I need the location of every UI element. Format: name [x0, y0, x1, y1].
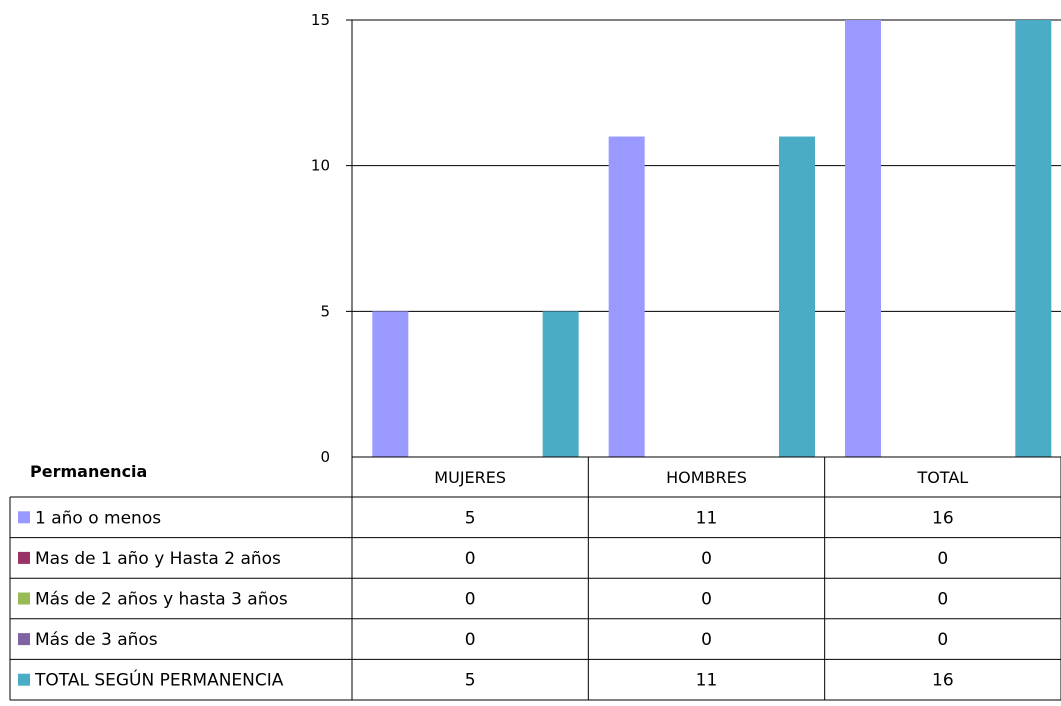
- legend-swatch: [18, 633, 30, 646]
- legend-label: Más de 2 años y hasta 3 años: [35, 590, 288, 610]
- bars: [372, 20, 1052, 458]
- table-cell: 0: [465, 630, 476, 650]
- table-cell: 11: [696, 508, 718, 528]
- legend-label: Más de 3 años: [35, 630, 158, 650]
- legend-swatch: [18, 511, 30, 524]
- table-cell: 0: [465, 590, 476, 610]
- legend-label: Mas de 1 año y Hasta 2 años: [35, 549, 281, 569]
- table-cell: 0: [701, 630, 712, 650]
- legend-label: TOTAL SEGÚN PERMANENCIA: [34, 669, 284, 691]
- table-cell: 0: [937, 590, 948, 610]
- table-cell: 16: [932, 508, 954, 528]
- category-label: MUJERES: [434, 468, 506, 487]
- category-label: TOTAL: [916, 468, 968, 487]
- table-cell: 0: [701, 590, 712, 610]
- grid-lines: [346, 19, 1061, 312]
- bar: [844, 20, 881, 457]
- table-cell: 16: [932, 671, 954, 691]
- bar: [608, 136, 645, 458]
- bar: [542, 311, 579, 457]
- bar: [778, 136, 815, 458]
- table-header: Permanencia: [30, 462, 147, 481]
- y-tick-label: 15: [311, 11, 330, 29]
- table-cell: 0: [465, 549, 476, 569]
- y-tick-label: 5: [320, 302, 330, 320]
- table-cell: 0: [937, 630, 948, 650]
- table-cell: 5: [465, 508, 476, 528]
- legend-label: 1 año o menos: [35, 508, 161, 528]
- table-cell: 0: [937, 549, 948, 569]
- table-cell: 5: [465, 671, 476, 691]
- y-tick-labels: 0 5 10 15: [311, 11, 330, 466]
- y-tick-label: 10: [311, 157, 330, 175]
- table-cell: 0: [701, 549, 712, 569]
- legend-swatch: [18, 551, 30, 564]
- data-table: Permanencia MUJERES HOMBRES TOTAL 1 año o me…: [9, 456, 1061, 701]
- bar: [1015, 20, 1052, 457]
- category-label: HOMBRES: [666, 468, 747, 487]
- legend-swatch: [18, 673, 30, 686]
- y-tick-label: 0: [320, 448, 330, 466]
- legend-swatch: [18, 592, 30, 605]
- bar: [372, 311, 409, 457]
- table-cell: 11: [696, 671, 718, 691]
